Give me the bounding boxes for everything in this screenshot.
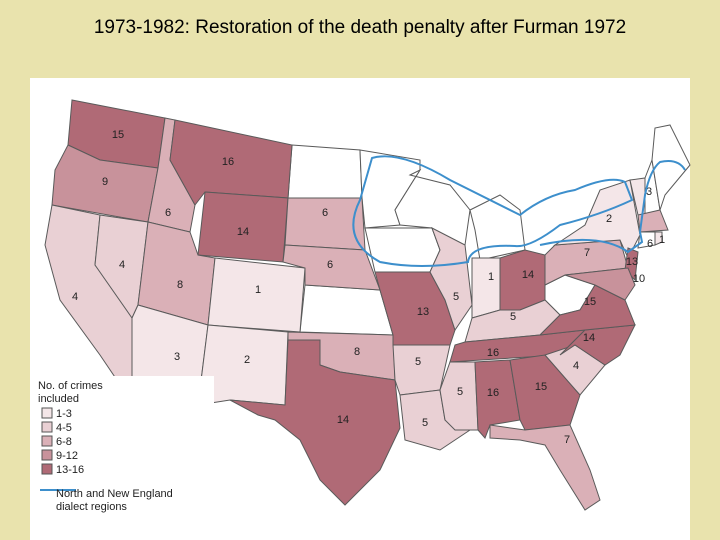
state-value: 3 bbox=[646, 186, 652, 198]
legend-bg bbox=[34, 376, 214, 516]
state-value: 6 bbox=[165, 207, 171, 219]
state-value: 2 bbox=[244, 354, 250, 366]
state-value: 13 bbox=[417, 306, 429, 318]
state-value: 6 bbox=[322, 207, 328, 219]
state-value: 8 bbox=[177, 279, 183, 291]
state-value: 9 bbox=[102, 176, 108, 188]
legend-swatch bbox=[41, 407, 53, 419]
state-value: 16 bbox=[487, 347, 499, 359]
legend-line-label: North and New England bbox=[56, 488, 173, 500]
state-value: 10 bbox=[633, 273, 645, 285]
state-value: 14 bbox=[237, 226, 249, 238]
state-value: 13 bbox=[626, 256, 638, 268]
state bbox=[654, 231, 663, 246]
legend-label: 13-16 bbox=[56, 464, 84, 476]
state-value: 5 bbox=[457, 386, 463, 398]
legend-line-label: dialect regions bbox=[56, 501, 127, 513]
state-value: 16 bbox=[487, 387, 499, 399]
dialect-line-new-england bbox=[539, 160, 686, 254]
state-value: 15 bbox=[535, 381, 547, 393]
state bbox=[287, 144, 363, 199]
state bbox=[564, 267, 636, 301]
state bbox=[429, 226, 473, 332]
state-value: 1 bbox=[255, 284, 261, 296]
state-value: 6 bbox=[327, 259, 333, 271]
state bbox=[553, 179, 641, 260]
state-value: 4 bbox=[72, 291, 78, 303]
dialect-line-north bbox=[352, 155, 634, 267]
state bbox=[471, 257, 501, 319]
state bbox=[229, 339, 401, 506]
legend-label: 4-5 bbox=[56, 422, 72, 434]
legend-title: included bbox=[38, 393, 79, 405]
legend-label: 9-12 bbox=[56, 450, 78, 462]
legend-swatch bbox=[41, 435, 53, 447]
legend-title: No. of crimes bbox=[38, 380, 103, 392]
legend-label: 1-3 bbox=[56, 408, 72, 420]
legend-swatch bbox=[41, 421, 53, 433]
state-value: 4 bbox=[573, 360, 579, 372]
legend-swatch bbox=[41, 463, 53, 475]
state bbox=[299, 284, 394, 336]
state-value: 4 bbox=[119, 259, 125, 271]
title: 1973-1982: Restoration of the death pena… bbox=[94, 17, 626, 38]
states bbox=[44, 99, 691, 511]
state-value: 6 bbox=[647, 238, 653, 250]
state-value: 14 bbox=[522, 269, 534, 281]
state-value: 1 bbox=[659, 234, 665, 246]
state bbox=[489, 424, 601, 511]
state-value: 8 bbox=[354, 346, 360, 358]
state bbox=[637, 209, 669, 233]
state-value: 1 bbox=[488, 271, 494, 283]
state-value: 14 bbox=[583, 332, 595, 344]
legend-label: 6-8 bbox=[56, 436, 72, 448]
state-value: 5 bbox=[510, 311, 516, 323]
state-value: 15 bbox=[112, 129, 124, 141]
state-value: 7 bbox=[564, 434, 570, 446]
state-value: 16 bbox=[222, 156, 234, 168]
dialect-lines bbox=[352, 155, 686, 267]
state-value: 15 bbox=[584, 296, 596, 308]
state-value: 2 bbox=[606, 213, 612, 225]
state-value: 14 bbox=[337, 414, 349, 426]
state-value: 7 bbox=[584, 247, 590, 259]
state-value: 5 bbox=[422, 417, 428, 429]
state-value: 3 bbox=[174, 351, 180, 363]
legend-swatch bbox=[41, 449, 53, 461]
state-value: 5 bbox=[415, 356, 421, 368]
state-value: 5 bbox=[453, 291, 459, 303]
